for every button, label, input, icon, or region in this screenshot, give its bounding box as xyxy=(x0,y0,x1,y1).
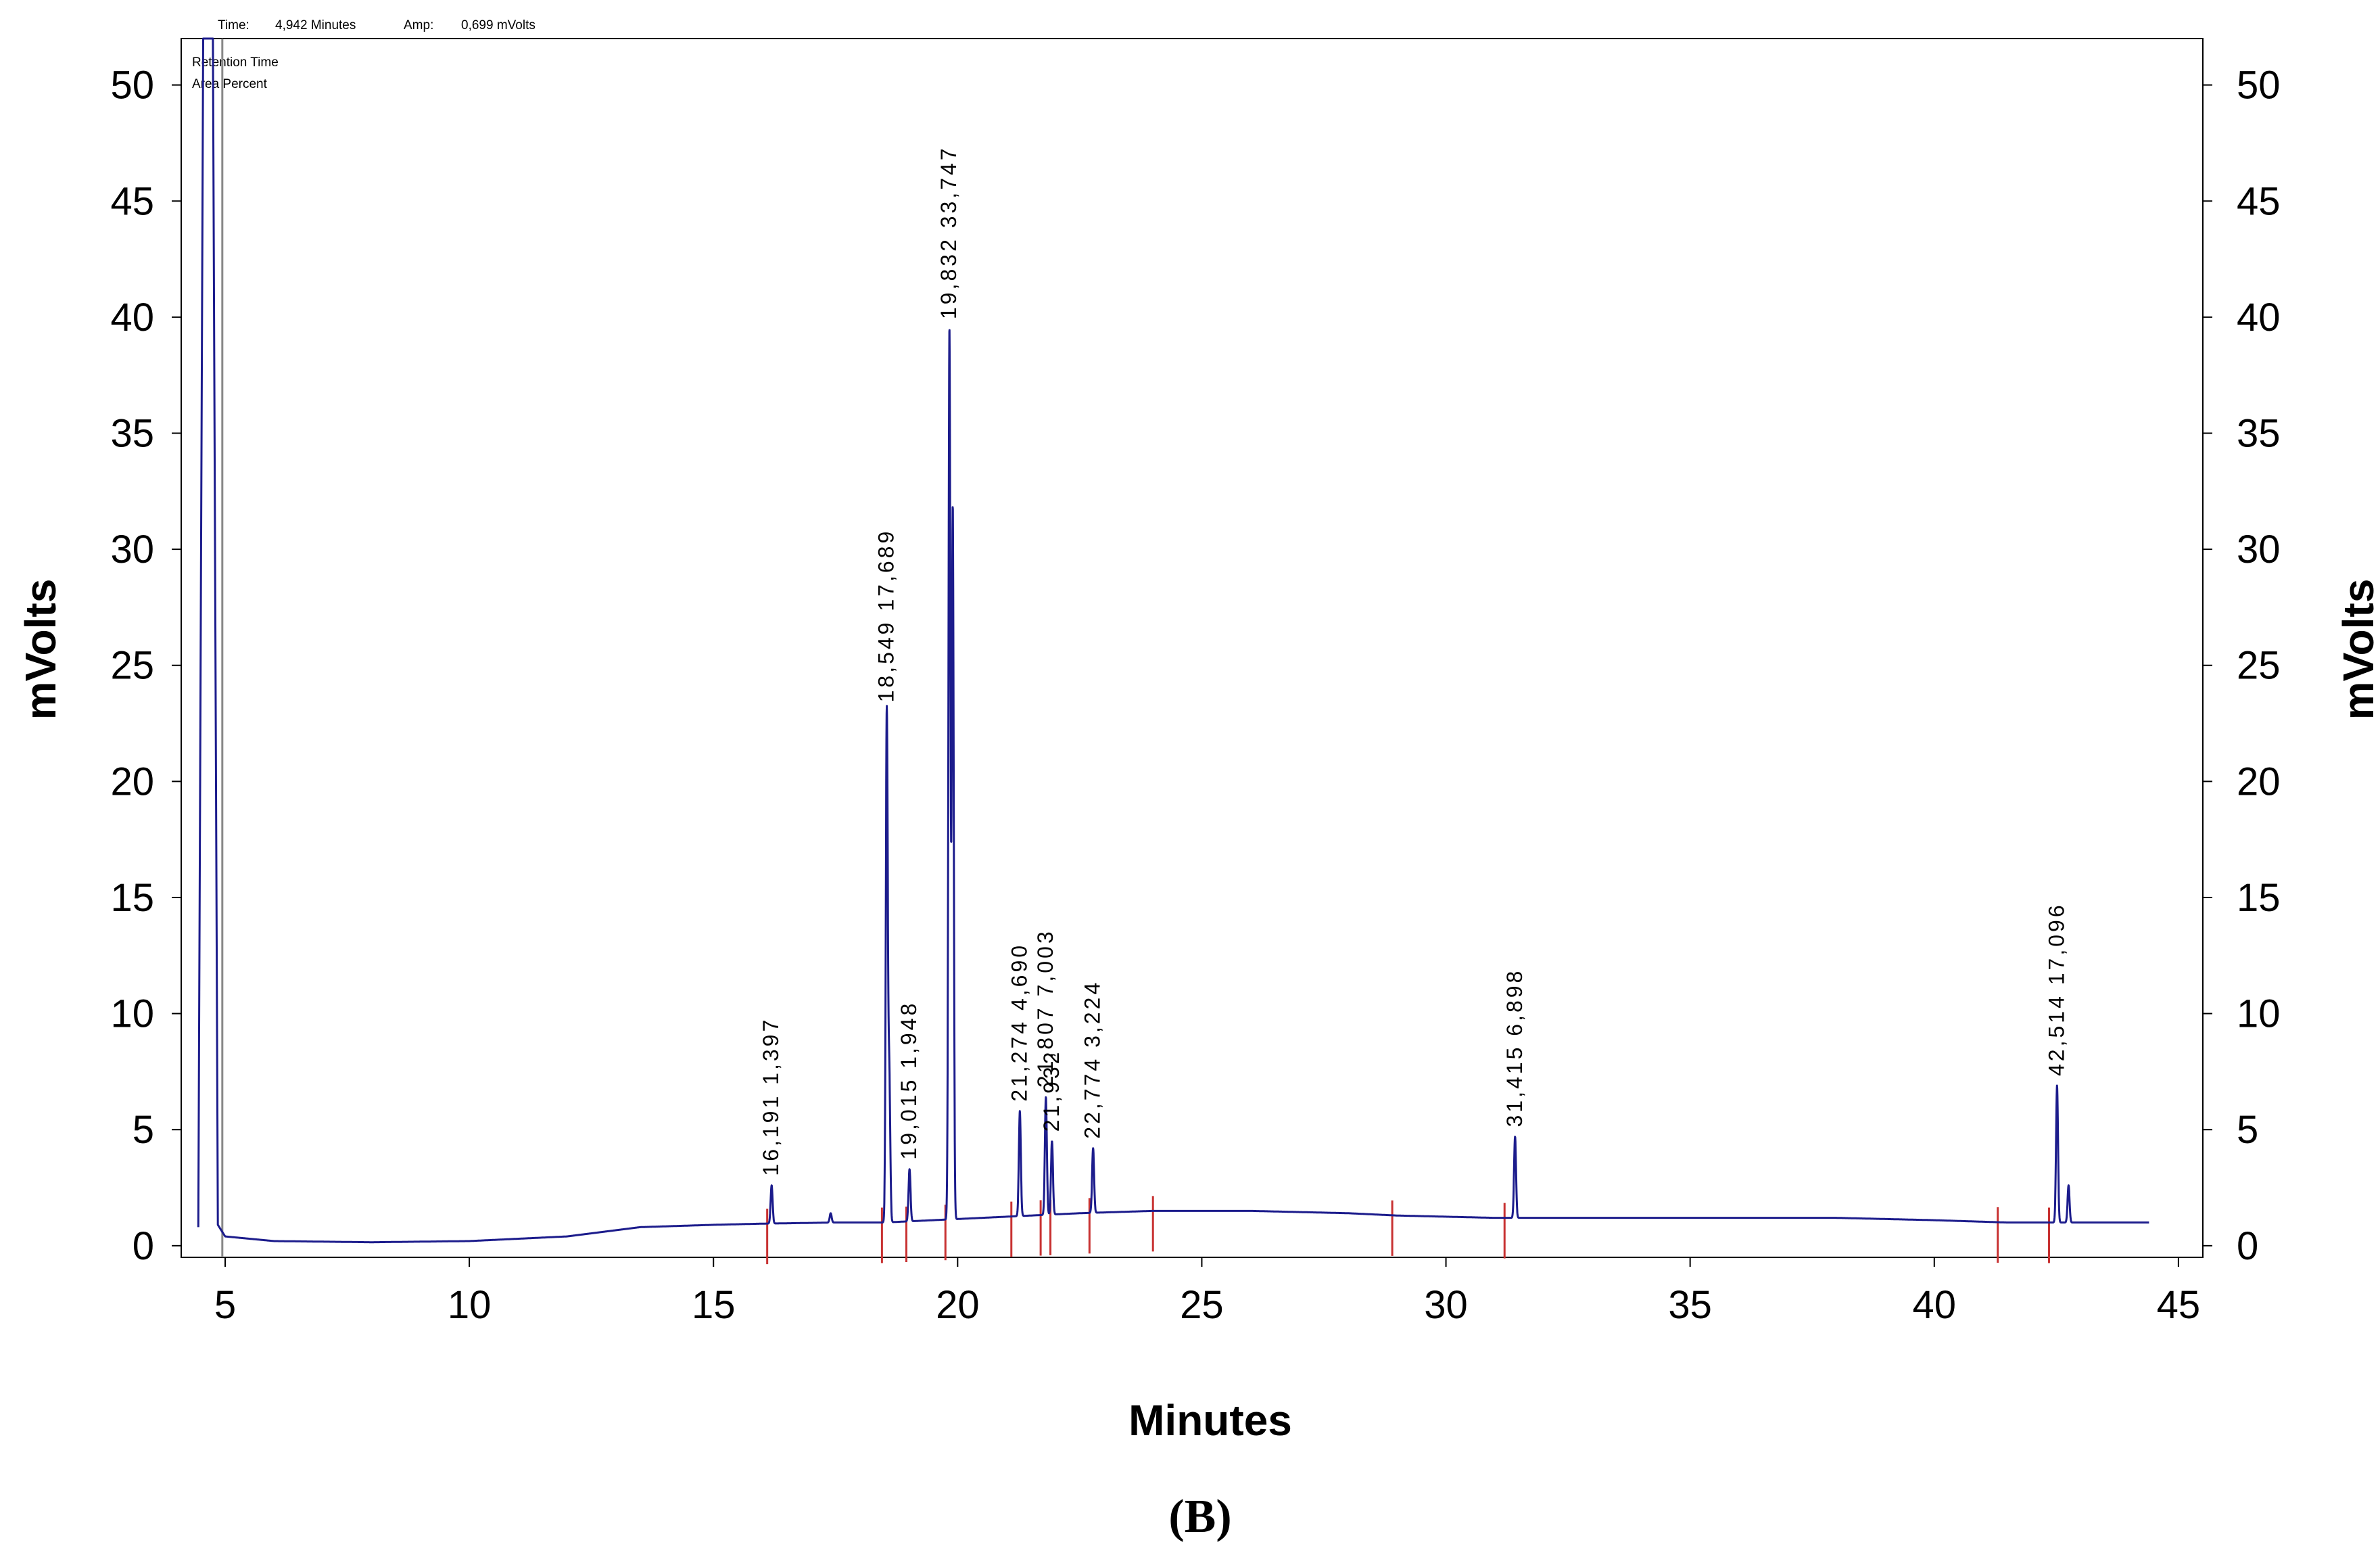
y-tick-label-left: 50 xyxy=(110,64,154,108)
peak-labels: 16,191 1,397 18,549 17,689 19,015 1,948 19,… xyxy=(759,145,2068,1175)
x-tick-label: 10 xyxy=(448,1283,492,1327)
y-tick-label-right: 5 xyxy=(2237,1108,2258,1152)
x-tick-label: 5 xyxy=(214,1283,236,1327)
header-time-value: 4,942 Minutes xyxy=(275,18,356,32)
y-tick-label-right: 0 xyxy=(2237,1224,2258,1268)
legend-retention-time: Retention Time xyxy=(192,55,279,70)
y-tick-label-right: 25 xyxy=(2237,644,2281,688)
x-tick-label: 15 xyxy=(692,1283,736,1327)
y-tick-label-right: 20 xyxy=(2237,760,2281,803)
y-tick-label-left: 5 xyxy=(133,1108,154,1152)
header-time-label: Time: xyxy=(218,18,249,32)
peak-label: 19,832 33,747 xyxy=(936,145,961,319)
x-axis-title: Minutes xyxy=(1128,1396,1292,1445)
y-tick-label-right: 35 xyxy=(2237,412,2281,456)
y-tick-label-left: 35 xyxy=(110,412,154,456)
panel-label: (B) xyxy=(1168,1491,1231,1543)
peak-label: 22,774 3,224 xyxy=(1080,980,1105,1139)
y-tick-label-right: 15 xyxy=(2237,876,2281,920)
y-axis-title-left: mVolts xyxy=(16,579,65,720)
peak-label: 19,015 1,948 xyxy=(897,1001,921,1160)
peak-label: 31,415 6,898 xyxy=(1502,969,1527,1127)
chromatogram-trace xyxy=(197,37,2150,1244)
y-tick-label-left: 30 xyxy=(110,528,154,572)
y-tick-label-right: 45 xyxy=(2237,179,2281,223)
y-tick-label-right: 10 xyxy=(2237,992,2281,1036)
peak-label: 21,932 xyxy=(1039,1050,1064,1132)
y-tick-label-left: 45 xyxy=(110,179,154,223)
y-tick-label-left: 40 xyxy=(110,296,154,340)
peak-label: 18,549 17,689 xyxy=(874,529,899,703)
y-tick-label-left: 0 xyxy=(133,1224,154,1268)
header-amp-label: Amp: xyxy=(404,18,433,32)
y-tick-label-right: 50 xyxy=(2237,64,2281,108)
legend-area-percent: Area Percent xyxy=(192,77,268,91)
plot-legend: Retention Time Area Percent xyxy=(192,55,279,91)
peak-label: 21,807 7,003 xyxy=(1033,929,1057,1088)
x-tick-label: 25 xyxy=(1180,1283,1224,1327)
peak-label: 16,191 1,397 xyxy=(759,1017,783,1176)
y-tick-label-left: 25 xyxy=(110,644,154,688)
y-tick-label-right: 40 xyxy=(2237,296,2281,340)
x-tick-label: 40 xyxy=(1913,1283,1957,1327)
y-axis-title-right: mVolts xyxy=(2334,579,2380,720)
x-tick-label: 30 xyxy=(1424,1283,1468,1327)
x-tick-label: 35 xyxy=(1668,1283,1712,1327)
x-axis: 5 10 15 20 25 30 35 40 45 xyxy=(214,1257,2200,1327)
peak-label: 21,274 4,690 xyxy=(1007,943,1031,1102)
y-axis-right: 0 5 10 15 20 25 30 35 40 45 50 xyxy=(2203,64,2281,1268)
y-axis-left: 0 5 10 15 20 25 30 35 40 45 50 xyxy=(110,64,181,1268)
header-amp-value: 0,699 mVolts xyxy=(461,18,536,32)
y-tick-label-left: 15 xyxy=(110,876,154,920)
peak-label: 42,514 17,096 xyxy=(2044,902,2068,1076)
acquisition-header: Time: 4,942 Minutes Amp: 0,699 mVolts xyxy=(218,18,536,32)
y-tick-label-left: 10 xyxy=(110,992,154,1036)
y-tick-label-left: 20 xyxy=(110,760,154,803)
x-tick-label: 20 xyxy=(936,1283,980,1327)
plot-frame xyxy=(181,38,2204,1258)
y-tick-label-right: 30 xyxy=(2237,528,2281,572)
integration-marks xyxy=(766,1196,2050,1265)
x-tick-label: 45 xyxy=(2157,1283,2201,1327)
